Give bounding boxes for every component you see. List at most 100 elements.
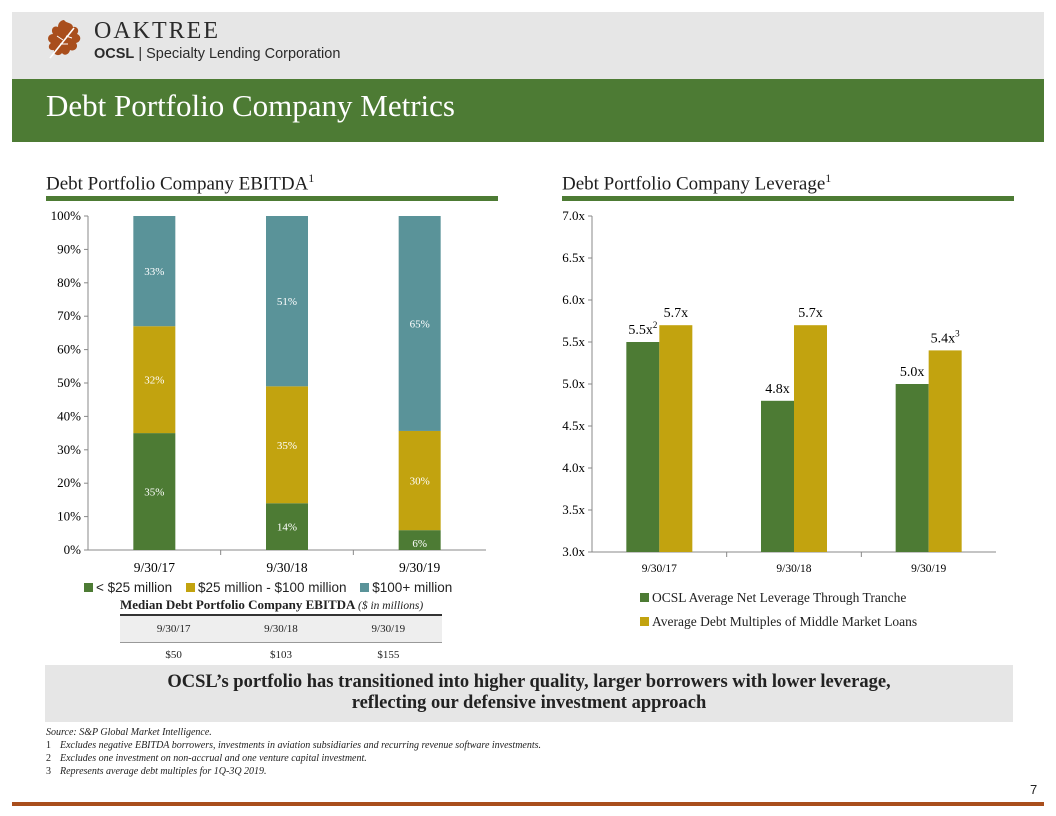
x-tick-label: 9/30/17 [642,563,677,575]
footnote-number: 1 [46,740,51,751]
ebitda-legend: < $25 million $25 million - $100 million… [84,580,462,595]
y-tick-label: 10% [57,509,81,524]
x-tick-label: 9/30/19 [399,560,441,575]
bar-segment [266,386,308,504]
legend-swatch-25m-100m [185,583,195,592]
legend-swatch-ocsl-leverage [640,593,649,602]
legend-item-market-multiples: Average Debt Multiples of Middle Market … [640,610,917,634]
left-section-title-sup: 1 [308,171,315,185]
y-tick-label: 5.0x [562,376,585,391]
callout-line-1: OCSL’s portfolio has transitioned into h… [167,672,891,692]
y-tick-label: 30% [57,442,81,457]
key-takeaway-callout: OCSL’s portfolio has transitioned into h… [45,665,1013,722]
footnote-2: 2 Excludes one investment on non-accrual … [46,752,541,765]
median-ebitda-table: 9/30/17 9/30/18 9/30/19 $50 $103 $155 [120,614,442,668]
data-label-footnote-sup: 3 [955,328,960,338]
right-section-title: Debt Portfolio Company Leverage1 [562,171,831,195]
right-section-rule [562,196,1014,201]
y-tick-label: 6.0x [562,292,585,307]
footnote-1: 1 Excludes negative EBITDA borrowers, inv… [46,739,541,752]
brand-name: OAKTREE [94,18,220,44]
data-label: 4.8x [765,382,790,397]
y-tick-label: 3.5x [562,502,585,517]
data-label: 6% [412,538,427,550]
legend-swatch-under-25m [84,583,93,592]
footnotes: Source: S&P Global Market Intelligence. … [46,726,541,778]
data-label: 65% [410,318,430,330]
y-tick-label: 50% [57,375,81,390]
legend-label-25m-100m: $25 million - $100 million [197,580,347,595]
data-label: 32% [144,375,164,387]
bar-segment [398,216,441,431]
data-label: 35% [277,440,297,452]
bar-segment [133,326,176,434]
bar [626,342,660,552]
left-section-rule [46,196,498,201]
table-cell: $103 [227,642,335,668]
bar-segment [266,216,308,387]
y-tick-label: 5.5x [562,334,585,349]
y-tick-label: 40% [57,408,81,423]
y-tick-label: 90% [57,241,81,256]
table-row: $50 $103 $155 [120,642,442,668]
footnote-text: Excludes one investment on non-accrual a… [60,753,367,764]
brand-company: Specialty Lending Corporation [146,46,341,62]
legend-swatch-100m-plus [360,583,370,592]
table-header-cell: 9/30/17 [120,614,228,643]
table-cell: $155 [334,642,442,668]
legend-label-under-25m: < $25 million [96,580,173,595]
legend-swatch-market-multiples [640,617,649,626]
footnote-source: Source: S&P Global Market Intelligence. [46,727,212,738]
legend-label-100m-plus: $100+ million [372,580,453,595]
data-label: 33% [144,266,164,278]
data-label: 14% [277,522,297,534]
x-tick-label: 9/30/17 [134,560,176,575]
y-tick-label: 0% [64,542,82,557]
y-tick-label: 7.0x [562,208,585,223]
y-tick-label: 60% [57,342,81,357]
data-label-footnote-sup: 2 [653,320,658,330]
bar [659,325,693,552]
footnote-number: 2 [46,753,51,764]
y-tick-label: 100% [51,208,82,223]
footnote-3: 3 Represents average debt multiples for 1… [46,765,541,778]
bar [761,400,794,552]
table-header-row: 9/30/17 9/30/18 9/30/19 [120,614,442,643]
legend-item-100m-plus: $100+ million [360,580,452,595]
bar-segment [266,503,308,550]
bar-segment [133,433,176,550]
callout-line-2: reflecting our defensive investment appr… [351,693,707,713]
bar-segment [398,430,441,531]
median-table-title: Median Debt Portfolio Company EBITDA ($ … [120,597,423,613]
brand-ticker: OCSL [94,46,135,62]
bar [895,384,929,552]
x-tick-label: 9/30/19 [911,563,946,575]
bar-segment [398,530,441,550]
footer-rule [12,802,1044,806]
title-bar [12,79,1044,142]
table-header-cell: 9/30/19 [334,614,442,643]
legend-item-ocsl-leverage: OCSL Average Net Leverage Through Tranch… [640,586,917,610]
x-tick-label: 9/30/18 [266,560,308,575]
oak-leaf-logo-icon [48,20,81,59]
page-title: Debt Portfolio Company Metrics [46,88,455,123]
y-tick-label: 80% [57,275,81,290]
y-tick-label: 20% [57,475,81,490]
leverage-legend: OCSL Average Net Leverage Through Tranch… [640,586,917,634]
footnote-text: Represents average debt multiples for 1Q… [60,766,267,777]
leverage-bar-chart: 3.0x 3.5x 4.0x 4.5x 5.0x 5.5x 6.0x 6.5x 7.0x 9/30… [562,208,996,575]
left-section-title: Debt Portfolio Company EBITDA1 [46,171,314,195]
header-band [12,12,1044,79]
bar-segment [133,216,176,327]
page-number: 7 [1030,782,1038,797]
footnote-number: 3 [46,766,51,777]
brand-separator: | [138,46,143,62]
ebitda-stacked-bar-chart: 0% 10% 20% 30% 40% 50% 60% 70% 80% 90% 100% 9/30/17… [51,208,486,575]
median-table-title-note: ($ in millions) [357,600,424,612]
y-tick-label: 70% [57,308,81,323]
y-tick-label: 4.5x [562,418,585,433]
table-cell: $50 [120,642,228,668]
data-label: 5.5x2 [628,320,657,338]
data-label: 51% [277,296,297,308]
right-section-title-text: Debt Portfolio Company Leverage [562,173,826,195]
